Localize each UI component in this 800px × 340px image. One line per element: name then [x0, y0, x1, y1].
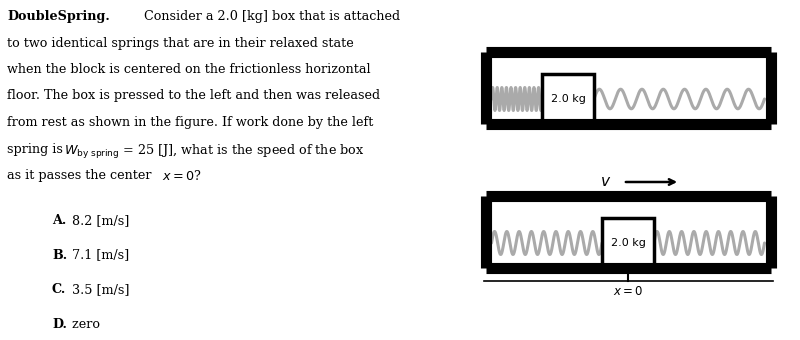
Text: B.: B.: [52, 249, 67, 261]
Text: A.: A.: [52, 214, 66, 227]
Text: C.: C.: [52, 283, 66, 296]
Text: 8.2 [m/s]: 8.2 [m/s]: [67, 214, 129, 227]
Text: Consider a 2.0 [kg] box that is attached: Consider a 2.0 [kg] box that is attached: [139, 10, 400, 23]
Text: D.: D.: [52, 318, 67, 330]
Text: from rest as shown in the figure. If work done by the left: from rest as shown in the figure. If wor…: [7, 116, 374, 129]
Text: as it passes the center: as it passes the center: [7, 169, 155, 182]
Text: $x = 0$?: $x = 0$?: [162, 169, 202, 183]
Text: 2.0 kg: 2.0 kg: [610, 238, 646, 248]
Text: $\mathit{v}$: $\mathit{v}$: [600, 174, 611, 189]
Text: 7.1 [m/s]: 7.1 [m/s]: [67, 249, 129, 261]
Text: DoubleSpring.: DoubleSpring.: [7, 10, 110, 23]
Text: 3.5 [m/s]: 3.5 [m/s]: [67, 283, 129, 296]
Text: $x = 0$: $x = 0$: [613, 285, 643, 298]
Text: floor. The box is pressed to the left and then was released: floor. The box is pressed to the left an…: [7, 89, 380, 102]
Text: 2.0 kg: 2.0 kg: [550, 94, 586, 104]
Bar: [602, 218, 654, 268]
Text: zero: zero: [67, 318, 99, 330]
Text: when the block is centered on the frictionless horizontal: when the block is centered on the fricti…: [7, 63, 370, 76]
Text: to two identical springs that are in their relaxed state: to two identical springs that are in the…: [7, 36, 354, 50]
Bar: [542, 74, 594, 124]
Text: $W_{\rm by\ spring}$ = 25 [J], what is the speed of the box: $W_{\rm by\ spring}$ = 25 [J], what is t…: [65, 142, 365, 160]
Text: spring is: spring is: [7, 142, 67, 155]
